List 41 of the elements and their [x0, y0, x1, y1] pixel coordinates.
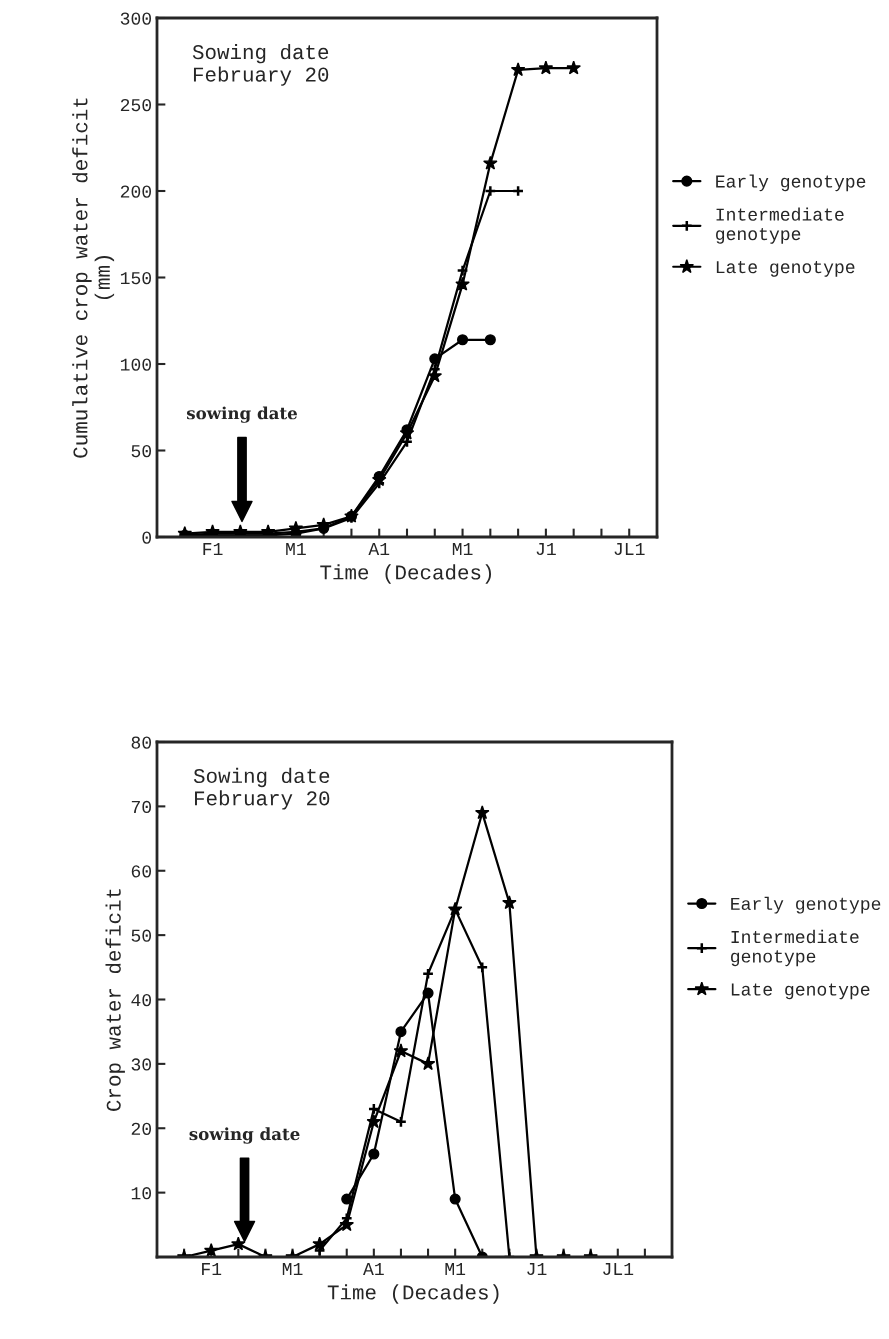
- y-tick-label: 80: [131, 736, 152, 749]
- y-tick-label: 150: [120, 271, 152, 285]
- x-tick-label: M1: [286, 543, 306, 555]
- x-tick-label: F1: [203, 543, 223, 555]
- x-tick-label: F1: [202, 1263, 222, 1275]
- y-tick-label: 40: [131, 993, 152, 1007]
- legend-label: Early genotype: [731, 896, 881, 914]
- y-tick-label: 10: [131, 1187, 152, 1200]
- x-tick-label: J1: [536, 543, 556, 556]
- y-tick-label: 50: [131, 929, 152, 942]
- annotation: sowing date: [189, 1127, 300, 1144]
- x-tick-label: J1: [527, 1263, 547, 1276]
- y-tick-label: 250: [120, 98, 152, 112]
- annotation: sowing date: [186, 406, 297, 423]
- y-tick-label: 0: [142, 531, 152, 544]
- legend-label: Intermediate genotype: [716, 207, 844, 244]
- x-tick-label: A1: [368, 543, 390, 555]
- legend-label: Early genotype: [716, 174, 866, 192]
- x-axis-title: Time (Decades): [327, 1284, 499, 1304]
- y-tick-label: 30: [131, 1058, 152, 1071]
- legend-label: Intermediate genotype: [731, 929, 859, 967]
- x-tick-label: JL1: [614, 543, 645, 556]
- legend-label: Late genotype: [731, 983, 870, 1000]
- x-tick-label: M1: [452, 543, 473, 555]
- x-tick-label: JL1: [603, 1263, 634, 1276]
- x-axis-title: Time (Decades): [320, 564, 492, 584]
- y-tick-label: 20: [131, 1122, 152, 1135]
- annotation: Sowing date February 20: [192, 43, 329, 86]
- y-tick-label: 100: [120, 358, 152, 371]
- y-tick-label: 60: [131, 865, 152, 878]
- x-tick-label: M1: [282, 1263, 303, 1275]
- annotation: Sowing date February 20: [193, 767, 330, 810]
- legend-label: Late genotype: [716, 261, 855, 277]
- y-tick-label: 70: [131, 800, 152, 814]
- y-tick-label: 50: [131, 444, 152, 458]
- x-tick-label: A1: [363, 1263, 384, 1275]
- y-tick-label: 200: [120, 185, 152, 198]
- y-axis-title: Crop water deficit: [105, 889, 125, 1111]
- x-tick-label: M1: [445, 1263, 466, 1275]
- y-tick-label: 300: [120, 12, 152, 25]
- y-axis-title: Cumulative crop water deficit (mm): [72, 98, 115, 458]
